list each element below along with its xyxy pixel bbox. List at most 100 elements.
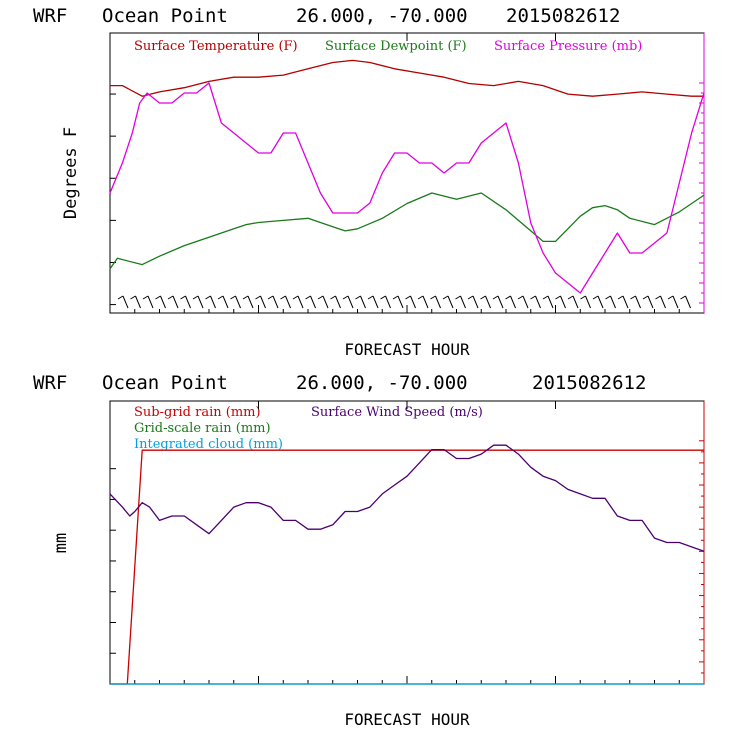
top-x-ticks	[134, 33, 680, 313]
wind-barb	[685, 295, 691, 309]
wind-barb	[147, 295, 154, 309]
bottom-x-ticks	[134, 401, 680, 684]
wind-barb	[260, 295, 266, 309]
wind-barb-flag	[167, 295, 174, 300]
wind-barb-flag	[230, 295, 236, 300]
wind-barb	[247, 295, 254, 309]
wind-barb-flag	[555, 295, 561, 300]
top-x-axis-label: FORECAST HOUR	[344, 340, 470, 359]
surface-pressure-mb-line	[109, 82, 705, 294]
wind-barb	[622, 295, 629, 309]
wind-barb	[472, 295, 479, 309]
wind-barb-flag	[142, 295, 149, 300]
top-right-y-ticks	[699, 82, 704, 304]
legend-surface-temperature: Surface Temperature (F)	[134, 39, 298, 54]
wind-barb-flag	[192, 295, 199, 300]
wind-barb	[522, 295, 529, 309]
wind-barb	[485, 295, 491, 309]
legend-integrated-cloud: Integrated cloud (mm)	[134, 437, 283, 452]
wind-barb	[510, 295, 516, 309]
wind-barb-flag	[630, 295, 636, 300]
wind-barb	[197, 295, 204, 309]
wind-barb	[410, 295, 416, 309]
wind-barb-flag	[292, 295, 299, 300]
wind-barb-flag	[267, 295, 274, 300]
legend-surface-pressure: Surface Pressure (mb)	[494, 39, 642, 54]
wind-barb	[285, 295, 291, 309]
wind-barb	[185, 295, 191, 309]
wind-barb	[360, 295, 366, 309]
wind-barb	[372, 295, 379, 309]
wind-barb-flag	[467, 295, 474, 300]
wind-barb-flag	[517, 295, 524, 300]
wind-barb	[660, 295, 666, 309]
wind-barb-flag	[392, 295, 399, 300]
wind-barb	[547, 295, 554, 309]
wind-barb-flag	[480, 295, 486, 300]
wind-barb-flag	[542, 295, 549, 300]
wind-barb-flag	[305, 295, 311, 300]
wind-barb	[672, 295, 679, 309]
wind-barb	[647, 295, 654, 309]
wind-barb	[572, 295, 579, 309]
wind-barb-flag	[180, 295, 186, 300]
legend-gridscale-rain: Grid-scale rain (mm)	[134, 421, 271, 436]
top-title-model: WRF	[33, 5, 67, 27]
wind-barb	[397, 295, 404, 309]
wind-barb	[210, 295, 216, 309]
wind-barb	[385, 295, 391, 309]
surface-temperature-f-line	[110, 59, 704, 97]
wind-barb-flag	[380, 295, 386, 300]
top-series-group	[109, 59, 705, 294]
wind-barb-flag	[655, 295, 661, 300]
top-plot-frame	[109, 32, 705, 314]
wind-barb	[497, 295, 504, 309]
wind-barb	[310, 295, 316, 309]
wind-barb-flag	[505, 295, 511, 300]
bottom-title-model: WRF	[33, 372, 67, 394]
wind-barb-flag	[367, 295, 374, 300]
wind-barb-flag	[567, 295, 574, 300]
top-title-init-time: 2015082612	[506, 5, 620, 27]
wind-barb-flag	[205, 295, 211, 300]
wind-barb-flag	[455, 295, 461, 300]
wind-barb-flag	[642, 295, 649, 300]
wind-barb-flag	[442, 295, 449, 300]
wind-barb-flag	[255, 295, 261, 300]
wind-barb	[122, 295, 129, 309]
wind-barb-flag	[605, 295, 611, 300]
wind-barb	[635, 295, 641, 309]
sub-grid-rain-mm-line	[110, 449, 704, 685]
wind-barb	[347, 295, 354, 309]
legend-surface-dewpoint: Surface Dewpoint (F)	[325, 39, 467, 54]
bottom-title-coords: 26.000, -70.000	[296, 372, 468, 394]
wind-barbs-row	[117, 295, 691, 309]
wind-barb-flag	[155, 295, 161, 300]
wind-barb-flag	[417, 295, 424, 300]
wind-barb	[135, 295, 141, 309]
top-title-coords: 26.000, -70.000	[296, 5, 468, 27]
wind-barb-flag	[330, 295, 336, 300]
wind-barb-flag	[405, 295, 411, 300]
surface-wind-speed-m-s-line	[109, 444, 705, 552]
wind-barb-flag	[530, 295, 536, 300]
bottom-title-init-time: 2015082612	[532, 372, 646, 394]
wind-barb-flag	[492, 295, 499, 300]
bottom-x-axis-label: FORECAST HOUR	[344, 710, 470, 729]
wind-barb	[335, 295, 341, 309]
wind-barb-flag	[242, 295, 249, 300]
wind-barb	[610, 295, 616, 309]
wind-barb	[560, 295, 566, 309]
bottom-y-ticks	[110, 468, 116, 685]
top-title-location: Ocean Point	[102, 5, 228, 27]
wind-barb-flag	[117, 295, 124, 300]
top-y-ticks	[110, 93, 116, 306]
wind-barb-flag	[430, 295, 436, 300]
wind-barb-flag	[130, 295, 136, 300]
wind-barb-flag	[317, 295, 324, 300]
bottom-y-axis-label: mm	[51, 533, 71, 553]
wind-barb	[422, 295, 429, 309]
top-y-axis-label: Degrees F	[61, 127, 81, 219]
wind-barb	[272, 295, 279, 309]
